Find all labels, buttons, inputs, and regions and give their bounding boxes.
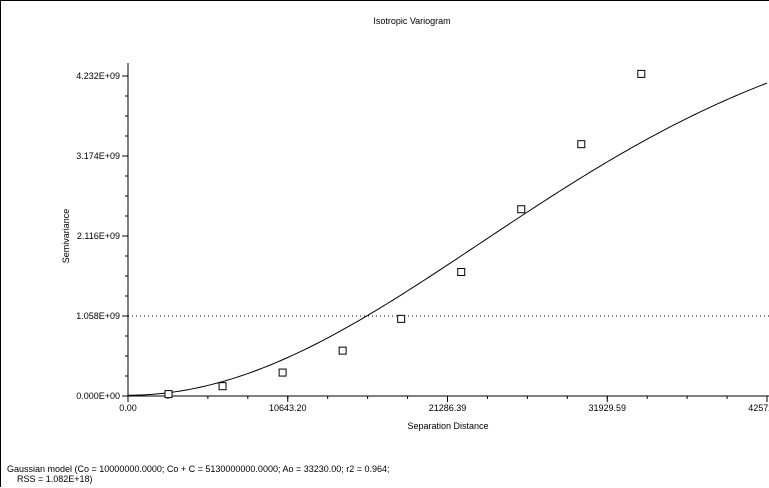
model-summary-line-2: RSS = 1.082E+18)	[17, 474, 93, 484]
data-point	[397, 314, 406, 323]
x-tick-label: 31929.59	[588, 403, 626, 413]
data-point	[164, 390, 173, 399]
x-tick-label: 42572.78	[748, 403, 769, 413]
data-point	[278, 368, 287, 377]
y-tick-label: 2.116E+09	[77, 231, 120, 241]
x-tick-label: 21286.39	[429, 403, 467, 413]
data-points	[164, 69, 646, 399]
y-axis-title: Semivariance	[61, 209, 71, 264]
gaussian-model-curve	[127, 82, 768, 396]
axes	[127, 63, 769, 397]
data-point	[517, 205, 526, 214]
y-tick-label: 0.000E+00	[76, 391, 120, 401]
x-tick-label: 0.00	[119, 403, 137, 413]
y-tick-label: 3.174E+09	[76, 151, 120, 161]
data-point	[338, 346, 347, 355]
x-axis-title: Separation Distance	[407, 421, 488, 431]
y-tick-label: 1.058E+09	[76, 311, 120, 321]
chart-title: Isotropic Variogram	[373, 16, 450, 26]
model-curve-group	[127, 82, 768, 396]
model-summary: Gaussian model (Co = 10000000.0000; Co +…	[7, 464, 767, 484]
data-point	[457, 267, 466, 276]
x-tick-label: 10643.20	[269, 403, 307, 413]
data-point	[637, 69, 646, 78]
model-summary-line-1: Gaussian model (Co = 10000000.0000; Co +…	[7, 464, 390, 474]
y-tick-label: 4.232E+09	[76, 71, 120, 81]
tick-labels: 0.000E+00 1.058E+09 2.116E+09 3.174E+09 4.23…	[76, 71, 769, 413]
tick-marks	[122, 75, 768, 402]
data-point	[577, 140, 586, 149]
data-point	[218, 382, 227, 391]
